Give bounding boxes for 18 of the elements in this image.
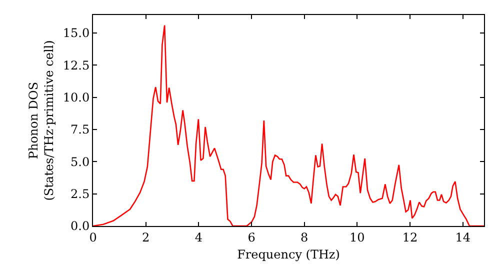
y-axis-title: Phonon DOS (States/THz·primitive cell)	[26, 40, 56, 201]
x-tick-label: 4	[194, 230, 203, 244]
y-tick-label: 15.0	[62, 26, 90, 40]
y-tick-label: 10.0	[62, 90, 90, 105]
y-tick-label: 12.5	[62, 58, 90, 72]
x-tick-label: 0	[89, 230, 97, 244]
line-series	[93, 24, 484, 226]
y-tick-label: 0.0	[70, 219, 90, 234]
x-tick-label: 10	[350, 230, 365, 244]
x-tick-label: 2	[142, 230, 150, 244]
x-tick-label: 6	[248, 230, 256, 244]
y-tick-label: 7.5	[70, 122, 90, 137]
x-tick-label: 12	[402, 230, 418, 244]
x-tick-label: 8	[300, 230, 308, 244]
x-tick-label: 14	[455, 230, 471, 244]
x-axis-title: Frequency (THz)	[237, 247, 340, 262]
y-tick-label: 2.5	[70, 187, 90, 202]
y-tick-label: 5.0	[70, 154, 90, 169]
